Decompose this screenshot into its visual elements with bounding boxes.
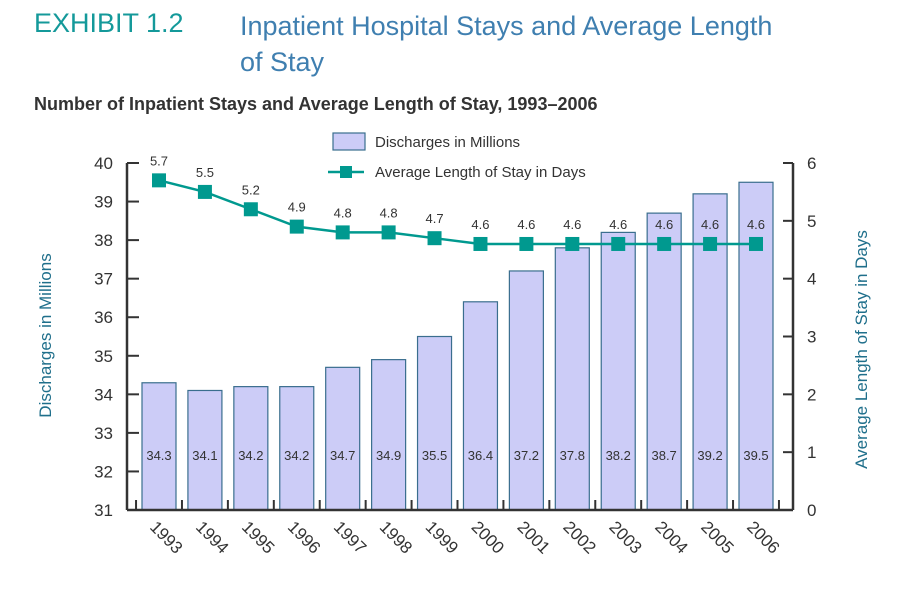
right-tick-label: 6: [807, 154, 816, 173]
bar-label-2003: 38.2: [606, 448, 631, 463]
right-tick-label: 5: [807, 212, 816, 231]
line-label-2002: 4.6: [563, 217, 581, 232]
line-label-2004: 4.6: [655, 217, 673, 232]
bar-1994: [187, 389, 223, 511]
bar-1997: [325, 366, 361, 511]
bar-label-2001: 37.2: [514, 448, 539, 463]
x-tick-label-1997: 1997: [330, 517, 370, 557]
left-tick-label: 38: [94, 231, 113, 250]
left-tick-label: 36: [94, 308, 113, 327]
line-label-2006: 4.6: [747, 217, 765, 232]
line-marker-1993: [152, 173, 166, 188]
line-marker-2002: [565, 236, 580, 251]
bar-2001: [508, 270, 544, 511]
right-tick-label: 4: [807, 270, 816, 289]
bar-1996: [279, 386, 315, 511]
line-label-2001: 4.6: [517, 217, 535, 232]
line-label-1995: 5.2: [242, 182, 260, 197]
x-tick-label-1994: 1994: [192, 517, 232, 557]
bar-label-1997: 34.7: [330, 448, 355, 463]
bar-label-2004: 38.7: [651, 448, 676, 463]
left-tick-label: 34: [94, 385, 113, 404]
legend-line-label: Average Length of Stay in Days: [375, 164, 586, 181]
right-axis-title: Average Length of Stay in Days: [852, 230, 871, 469]
bar-label-1996: 34.2: [284, 448, 309, 463]
left-tick-label: 39: [94, 193, 113, 212]
left-tick-label: 32: [94, 462, 113, 481]
x-tick-label-2002: 2002: [559, 517, 599, 557]
left-tick-label: 35: [94, 347, 113, 366]
line-marker-1994: [197, 184, 212, 199]
exhibit-title: Inpatient Hospital Stays and Average Len…: [240, 11, 773, 77]
line-label-1997: 4.8: [334, 205, 352, 220]
bar-label-1999: 35.5: [422, 448, 447, 463]
x-tick-label-2003: 2003: [605, 517, 645, 557]
line-label-2000: 4.6: [471, 217, 489, 232]
x-tick-label-2004: 2004: [651, 517, 691, 557]
bar-2003: [600, 231, 636, 511]
line-marker-2001: [519, 236, 534, 251]
x-tick-label-1998: 1998: [376, 517, 416, 557]
right-tick-label: 0: [807, 501, 816, 520]
bar-2006: [738, 181, 774, 511]
line-marker-1998: [381, 225, 396, 240]
bar-1999: [416, 335, 453, 511]
line-series: [158, 179, 756, 246]
line-label-1993: 5.7: [150, 153, 168, 168]
bar-1993: [141, 382, 177, 511]
line-label-2005: 4.6: [701, 217, 719, 232]
line-label-1996: 4.9: [288, 200, 306, 215]
x-tick-label-2000: 2000: [468, 517, 508, 557]
line-marker-2003: [611, 236, 626, 251]
x-tick-label-1996: 1996: [284, 517, 324, 557]
line-marker-2004: [657, 236, 672, 251]
bar-label-1998: 34.9: [376, 448, 401, 463]
x-tick-label-2006: 2006: [743, 517, 783, 557]
bar-label-2006: 39.5: [743, 448, 768, 463]
bar-label-1994: 34.1: [192, 448, 217, 463]
legend-line-marker: [340, 166, 352, 178]
line-marker-2005: [703, 236, 718, 251]
bar-label-2000: 36.4: [468, 448, 493, 463]
line-label-1994: 5.5: [196, 165, 214, 180]
left-tick-label: 33: [94, 424, 113, 443]
line-marker-1997: [335, 225, 350, 240]
bar-1995: [233, 386, 269, 511]
chart-title: Number of Inpatient Stays and Average Le…: [34, 94, 598, 114]
bar-label-1993: 34.3: [146, 448, 171, 463]
left-tick-label: 37: [94, 270, 113, 289]
right-tick-label: 1: [807, 443, 816, 462]
left-axis-title: Discharges in Millions: [36, 253, 55, 417]
bar-1998: [371, 359, 407, 511]
bar-label-2005: 39.2: [697, 448, 722, 463]
x-tick-label-2005: 2005: [697, 517, 737, 557]
bar-2004: [646, 212, 682, 511]
left-tick-label: 40: [94, 154, 113, 173]
line-marker-2000: [473, 236, 488, 251]
legend-bar-swatch: [332, 132, 366, 151]
line-label-1998: 4.8: [380, 205, 398, 220]
line-marker-1996: [289, 219, 304, 234]
bar-label-1995: 34.2: [238, 448, 263, 463]
line-marker-1995: [243, 202, 258, 217]
right-tick-label: 3: [807, 328, 816, 347]
legend-bar-label: Discharges in Millions: [375, 134, 520, 151]
right-tick-label: 2: [807, 385, 816, 404]
x-tick-label-1999: 1999: [422, 517, 462, 557]
bar-2000: [462, 301, 499, 511]
x-tick-label-2001: 2001: [514, 517, 554, 557]
line-marker-2006: [749, 236, 763, 251]
x-tick-label-1993: 1993: [146, 517, 186, 557]
left-tick-label: 31: [94, 501, 113, 520]
bar-label-2002: 37.8: [560, 448, 585, 463]
exhibit-number: EXHIBIT 1.2: [34, 8, 184, 38]
line-label-2003: 4.6: [609, 217, 627, 232]
line-marker-1999: [427, 231, 442, 246]
x-tick-label-1995: 1995: [238, 517, 278, 557]
line-label-1999: 4.7: [425, 211, 443, 226]
bar-2002: [554, 247, 590, 511]
